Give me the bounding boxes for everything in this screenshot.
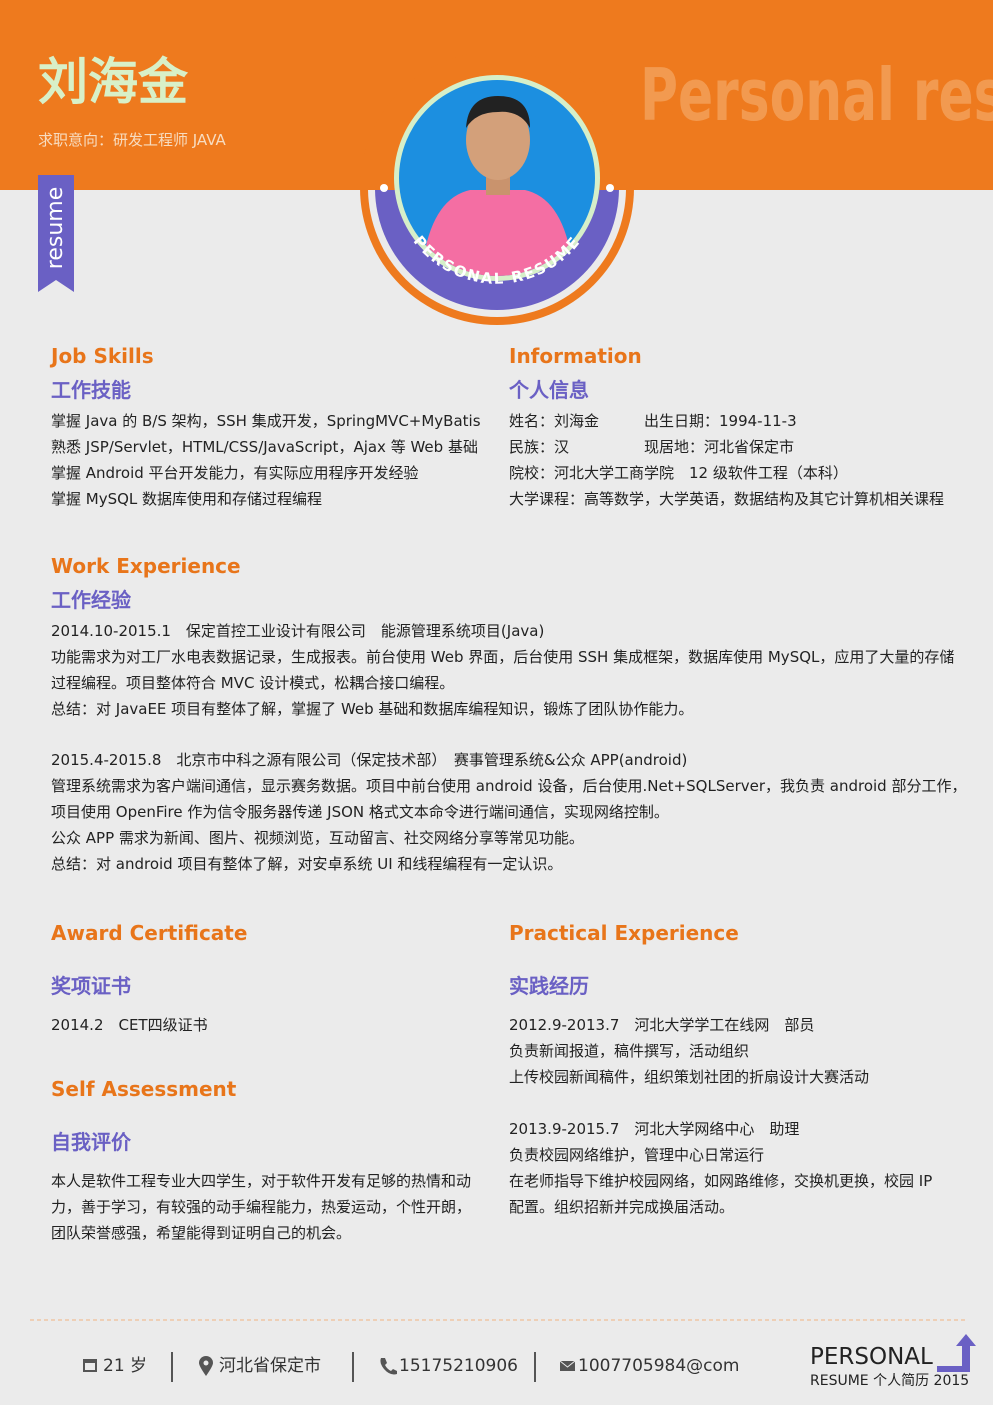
text-line: 总结：对 JavaEE 项目有整体了解，掌握了 Web 基础和数据库编程知识，锻… (51, 700, 694, 718)
entry-heading: 2012.9-2013.7 河北大学学工在线网 部员 (509, 1016, 815, 1034)
section-title-cn: 个人信息 (509, 378, 589, 402)
section-title-cn: 自我评价 (51, 1130, 131, 1154)
section-title-cn: 工作经验 (51, 588, 131, 612)
ribbon-text: resume (43, 186, 68, 270)
text-line: 掌握 Java 的 B/S 架构，SSH 集成开发，SpringMVC+MyBa… (51, 412, 481, 430)
work-entry: 2014.10-2015.1 保定首控工业设计有限公司 能源管理系统项目(Jav… (51, 618, 954, 722)
info-item: 院校：河北大学工商学院 12 级软件工程（本科） (509, 464, 848, 482)
info-item: 出生日期：1994-11-3 (644, 412, 797, 430)
text-line: 功能需求为对工厂水电表数据记录，生成报表。前台使用 Web 界面，后台使用 SS… (51, 648, 955, 666)
text-line: 在老师指导下维护校园网络，如网路维修，交换机更换，校园 IP (509, 1172, 933, 1190)
text-line: 团队荣誉感强，希望能得到证明自己的机会。 (51, 1224, 352, 1242)
section-title-en: Self Assessment (51, 1077, 237, 1101)
footer-age: 21 岁 (103, 1356, 148, 1376)
text-line: 力，善于学习，有较强的动手编程能力，热爱运动，个性开朗， (51, 1198, 472, 1216)
info-item: 现居地：河北省保定市 (644, 438, 795, 456)
text-line: 上传校园新闻稿件，组织策划社团的折扇设计大赛活动 (509, 1068, 870, 1086)
section-title-en: Practical Experience (509, 921, 739, 945)
work-entry: 2015.4-2015.8 北京市中科之源有限公司（保定技术部） 赛事管理系统&… (51, 747, 966, 877)
assessment-text: 本人是软件工程专业大四学生，对于软件开发有足够的热情和动 力，善于学习，有较强的动… (51, 1168, 471, 1246)
intention: 求职意向：研发工程师 JAVA (38, 131, 226, 149)
section-title-en: Information (509, 344, 642, 368)
text-line: 配置。组织招新并完成换届活动。 (509, 1198, 735, 1216)
section-title-en: Work Experience (51, 554, 241, 578)
practice-entry: 2013.9-2015.7 河北大学网络中心 助理 负责校园网络维护，管理中心日常… (509, 1116, 932, 1220)
text-line: 2014.2 CET四级证书 (51, 1016, 208, 1034)
section-title-cn: 奖项证书 (51, 974, 131, 998)
text-line: 掌握 Android 平台开发能力，有实际应用程序开发经验 (51, 464, 419, 482)
award-list: 2014.2 CET四级证书 (51, 1012, 208, 1038)
name: 刘海金 (38, 53, 188, 111)
footer-location: 河北省保定市 (219, 1356, 321, 1376)
text-line: 总结：对 android 项目有整体了解，对安卓系统 UI 和线程编程有一定认识… (51, 855, 563, 873)
entry-heading: 2013.9-2015.7 河北大学网络中心 助理 (509, 1120, 800, 1138)
text-line: 掌握 MySQL 数据库使用和存储过程编程 (51, 490, 323, 508)
text-line: 公众 APP 需求为新闻、图片、视频浏览，互动留言、社交网络分享等常见功能。 (51, 829, 584, 847)
section-title-en: Job Skills (51, 344, 154, 368)
text-line: 负责校园网络维护，管理中心日常运行 (509, 1146, 765, 1164)
brand-sub: RESUME 个人简历 2015 (810, 1373, 970, 1389)
brand: PERSONAL (810, 1344, 933, 1370)
footer-email: 1007705984@com (578, 1356, 740, 1376)
text-line: 熟悉 JSP/Servlet，HTML/CSS/JavaScript，Ajax … (51, 438, 478, 456)
info-item: 民族：汉 (509, 438, 570, 456)
section-title-cn: 工作技能 (51, 378, 131, 402)
entry-heading: 2015.4-2015.8 北京市中科之源有限公司（保定技术部） 赛事管理系统&… (51, 751, 688, 769)
entry-heading: 2014.10-2015.1 保定首控工业设计有限公司 能源管理系统项目(Jav… (51, 622, 545, 640)
text-line: 本人是软件工程专业大四学生，对于软件开发有足够的热情和动 (51, 1172, 472, 1190)
text-line: 过程编程。项目整体符合 MVC 设计模式，松耦合接口编程。 (51, 674, 455, 692)
info-item: 姓名：刘海金 (509, 412, 600, 430)
footer-phone: 15175210906 (399, 1356, 518, 1376)
text-line: 管理系统需求为客户端间通信，显示赛务数据。项目中前台使用 android 设备，… (51, 777, 967, 795)
info-item: 大学课程：高等数学，大学英语，数据结构及其它计算机相关课程 (509, 490, 945, 508)
practice-entry: 2012.9-2013.7 河北大学学工在线网 部员 负责新闻报道，稿件撰写，活动… (509, 1012, 869, 1090)
watermark: Personal resume (640, 53, 993, 137)
text-line: 负责新闻报道，稿件撰写，活动组织 (509, 1042, 750, 1060)
section-title-en: Award Certificate (51, 921, 248, 945)
skill-list: 掌握 Java 的 B/S 架构，SSH 集成开发，SpringMVC+MyBa… (51, 408, 481, 512)
text-line: 项目使用 OpenFire 作为信令服务器传递 JSON 格式文本命令进行端间通… (51, 803, 669, 821)
section-title-cn: 实践经历 (509, 974, 589, 998)
